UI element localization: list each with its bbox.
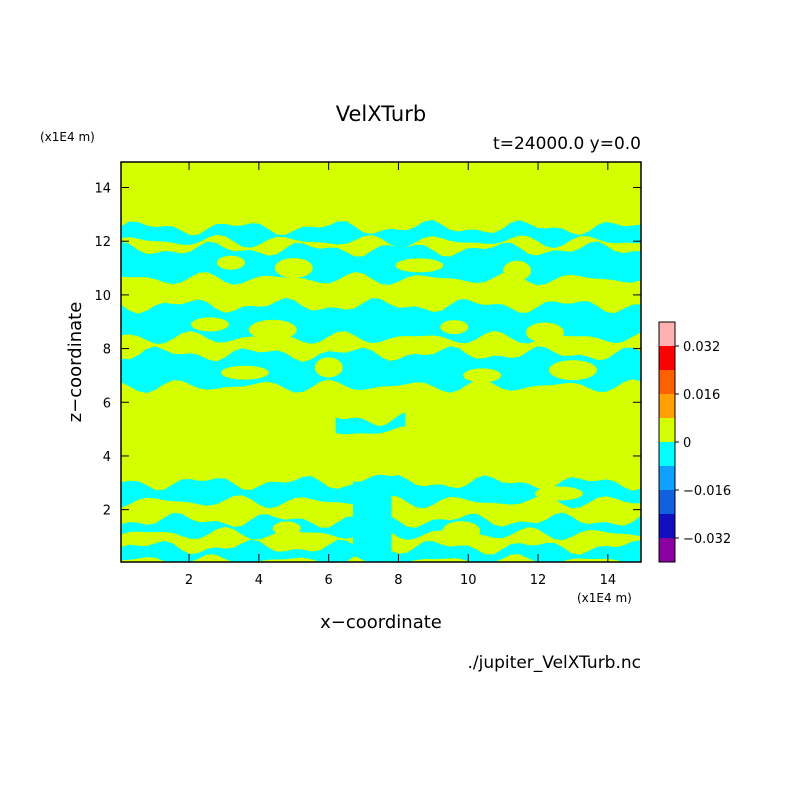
colorbar-swatch (659, 370, 675, 394)
colorbar-swatch (659, 346, 675, 370)
y-tick-label: 8 (103, 343, 111, 358)
field-patch (463, 368, 502, 383)
turbulence-region (121, 241, 641, 286)
x-tick-label: 6 (325, 573, 333, 588)
x-tick-label: 14 (600, 573, 617, 588)
field-patch (526, 322, 564, 343)
turbulence-region (353, 474, 392, 562)
chart-subtitle: t=24000.0 y=0.0 (493, 134, 641, 154)
x-tick-label: 10 (460, 573, 477, 588)
y-axis-ticks: 2 4 6 8 10 12 14 (94, 182, 641, 519)
y-tick-label: 14 (94, 182, 111, 197)
x-tick-label: 12 (530, 573, 547, 588)
colorbar-label: −0.032 (683, 532, 731, 547)
colorbar-swatch (659, 322, 675, 346)
x-tick-label: 2 (185, 573, 193, 588)
x-unit-label: (x1E4 m) (577, 591, 632, 605)
field-patch (216, 255, 245, 270)
y-tick-label: 2 (103, 504, 111, 519)
colorbar-swatch (659, 514, 675, 538)
y-tick-label: 4 (103, 450, 111, 465)
y-unit-label: (x1E4 m) (40, 130, 95, 144)
y-tick-label: 6 (103, 396, 111, 411)
field-patch (395, 258, 444, 273)
plot-frame (120, 161, 642, 563)
field-patch (274, 258, 313, 278)
x-axis-ticks: 2 4 6 8 10 12 14 (185, 162, 616, 588)
turbulence-region (121, 220, 641, 249)
colorbar-label: 0.016 (683, 388, 720, 403)
turbulence-region (335, 412, 406, 435)
source-file-label: ./jupiter_VelXTurb.nc (468, 653, 641, 673)
colorbar-swatch (659, 394, 675, 418)
field-patch (191, 317, 229, 332)
field-patch (440, 320, 469, 335)
field-patch (548, 360, 597, 381)
field-patch (314, 357, 343, 378)
colorbar-swatch (659, 538, 675, 562)
colorbar-swatch (659, 418, 675, 442)
chart-title: VelXTurb (336, 102, 426, 126)
x-axis-label: x−coordinate (320, 612, 442, 633)
colorbar-swatch (659, 442, 675, 466)
field-patch (503, 260, 532, 281)
contour-field (121, 162, 641, 562)
field-patch (535, 486, 583, 501)
colorbar-label: 0.032 (683, 340, 720, 355)
y-axis-label: z−coordinate (65, 302, 86, 423)
turbulence-region (121, 346, 641, 393)
colorbar-swatch (659, 466, 675, 490)
colorbar-label: 0 (683, 436, 691, 451)
y-tick-label: 12 (94, 235, 111, 250)
field-patch (220, 365, 269, 380)
field-patch (442, 521, 481, 542)
x-tick-label: 8 (394, 573, 402, 588)
colorbar: −0.032 −0.016 0 0.016 0.032 (658, 321, 731, 563)
colorbar-label: −0.016 (683, 484, 731, 499)
x-tick-label: 4 (255, 573, 263, 588)
field-patch (272, 521, 301, 536)
colorbar-swatch (659, 490, 675, 514)
y-tick-label: 10 (94, 289, 111, 304)
field-patch (248, 319, 297, 340)
